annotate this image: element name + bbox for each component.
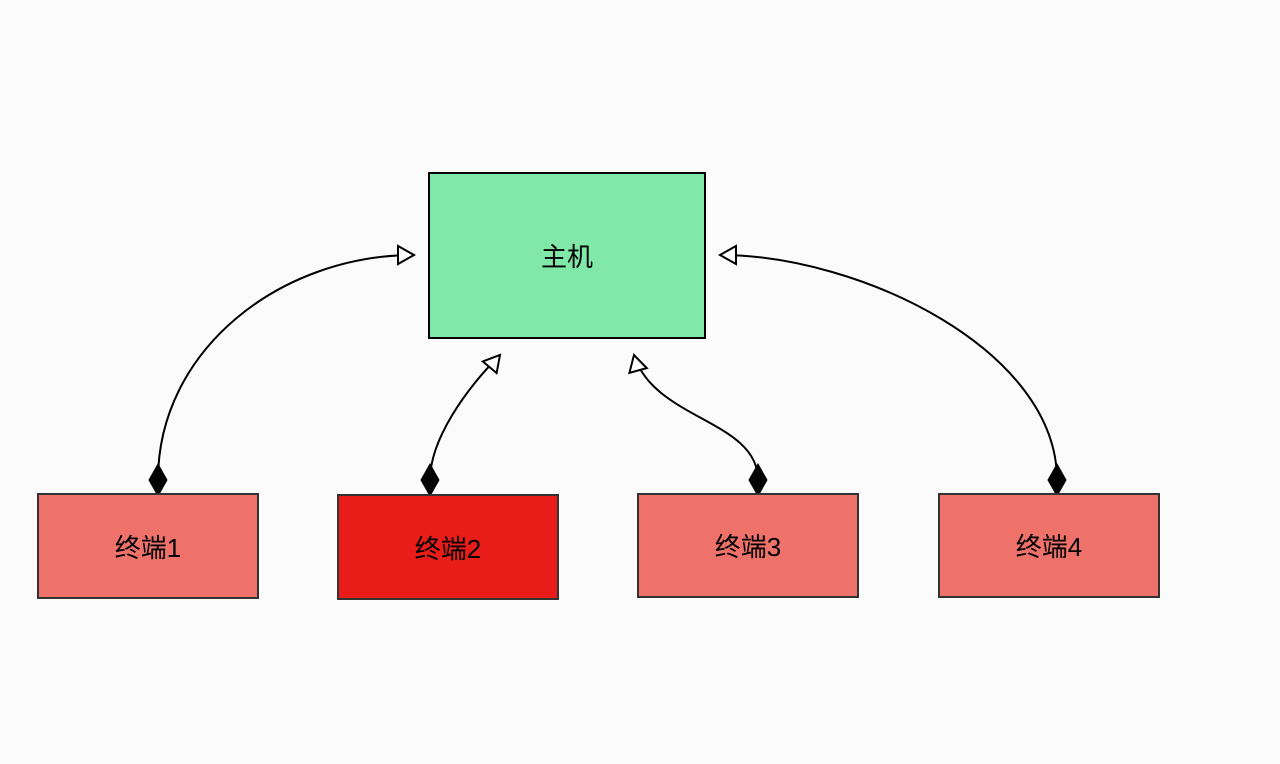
node-host: 主机 bbox=[428, 172, 706, 339]
node-label-terminal1: 终端1 bbox=[115, 528, 181, 565]
diamond-icon bbox=[1048, 464, 1066, 496]
diagram-edges bbox=[0, 0, 1280, 764]
diamond-icon bbox=[749, 464, 767, 496]
diamond-icon bbox=[149, 464, 167, 496]
diamond-icon bbox=[421, 464, 439, 496]
node-label-host: 主机 bbox=[541, 237, 593, 274]
edge-terminal2-host bbox=[430, 355, 500, 480]
edge-terminal3-host bbox=[634, 355, 758, 480]
arrowhead-icon bbox=[720, 246, 736, 264]
edge-terminal4-host bbox=[720, 255, 1057, 480]
node-label-terminal4: 终端4 bbox=[1016, 527, 1082, 564]
arrowhead-icon bbox=[398, 246, 414, 264]
edge-terminal1-host bbox=[158, 255, 414, 480]
arrowhead-icon bbox=[483, 355, 500, 373]
node-terminal4: 终端4 bbox=[938, 493, 1160, 598]
node-terminal1: 终端1 bbox=[37, 493, 259, 599]
node-label-terminal3: 终端3 bbox=[715, 527, 781, 564]
node-label-terminal2: 终端2 bbox=[415, 529, 481, 566]
arrowhead-icon bbox=[629, 355, 646, 373]
node-terminal3: 终端3 bbox=[637, 493, 859, 598]
node-terminal2: 终端2 bbox=[337, 494, 559, 600]
